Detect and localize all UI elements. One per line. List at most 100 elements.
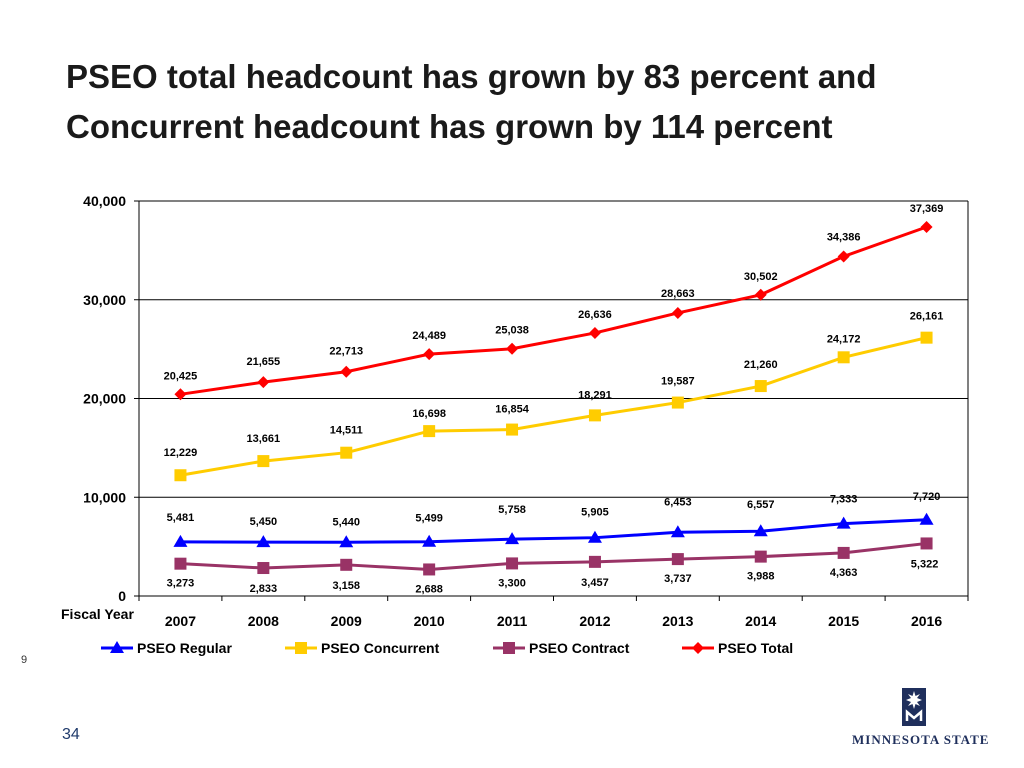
pseo-concurrent-marker	[754, 380, 767, 393]
pseo-total-marker	[506, 342, 519, 355]
pseo-concurrent-marker	[340, 446, 353, 459]
pseo-concurrent-marker	[920, 331, 933, 344]
pseo-total-marker	[837, 250, 850, 263]
legend-label-pseo-regular: PSEO Regular	[137, 640, 232, 656]
pseo-regular-data-label: 6,557	[747, 499, 775, 511]
pseo-regular-marker	[339, 535, 354, 548]
pseo-total-data-label: 30,502	[744, 271, 778, 283]
x-tick-label: 2008	[248, 613, 279, 629]
y-tick-label: 0	[118, 588, 126, 604]
pseo-concurrent-data-label: 16,698	[412, 408, 446, 420]
pseo-concurrent-marker	[174, 469, 187, 482]
x-tick-label: 2009	[331, 613, 362, 629]
legend-marker-pseo-contract	[503, 642, 515, 654]
x-axis-title: Fiscal Year	[61, 606, 134, 622]
pseo-contract-data-label: 4,363	[830, 567, 858, 579]
x-tick-label: 2014	[745, 613, 776, 629]
slide-title: PSEO total headcount has grown by 83 per…	[66, 52, 966, 152]
pseo-contract-data-label: 3,457	[581, 577, 609, 589]
y-tick-label: 20,000	[83, 391, 126, 407]
pseo-regular-data-label: 5,450	[250, 516, 278, 528]
pseo-contract-marker	[920, 537, 933, 550]
pseo-concurrent-marker	[671, 396, 684, 409]
pseo-concurrent-marker	[506, 423, 519, 436]
pseo-contract-data-label: 5,322	[911, 558, 939, 570]
pseo-regular-marker	[836, 516, 851, 529]
pseo-regular-data-label: 7,720	[913, 491, 941, 503]
minnesota-state-logo: MINNESOTA STATE	[852, 688, 990, 748]
legend-marker-pseo-total	[692, 642, 704, 654]
pseo-contract-marker	[257, 562, 270, 575]
pseo-concurrent-line	[180, 336, 927, 477]
page-number: 34	[62, 726, 80, 743]
x-tick-label: 2015	[828, 613, 859, 629]
x-tick-label: 2016	[911, 613, 942, 629]
pseo-regular-marker	[753, 524, 768, 537]
pseo-regular-data-label: 7,333	[830, 494, 858, 506]
pseo-concurrent-marker	[423, 425, 436, 438]
pseo-contract-data-label: 3,273	[167, 578, 195, 590]
x-tick-label: 2012	[579, 613, 610, 629]
pseo-contract-data-label: 3,158	[332, 580, 360, 592]
pseo-contract-data-label: 3,988	[747, 571, 775, 583]
x-tick-label: 2011	[497, 613, 528, 629]
pseo-total-data-label: 22,713	[329, 346, 363, 358]
x-tick-label: 2007	[165, 613, 196, 629]
pseo-regular-marker	[173, 534, 188, 547]
pseo-contract-marker	[423, 563, 436, 576]
legend-label-pseo-contract: PSEO Contract	[529, 640, 630, 656]
pseo-regular-data-label: 6,453	[664, 496, 692, 508]
pseo-contract-marker	[588, 555, 601, 568]
legend-marker-pseo-regular	[110, 641, 124, 653]
pseo-total-data-label: 37,369	[910, 203, 944, 215]
y-tick-label: 40,000	[83, 193, 126, 209]
pseo-concurrent-data-label: 13,661	[247, 433, 281, 445]
pseo-concurrent-data-label: 21,260	[744, 359, 778, 371]
pseo-total-data-label: 26,636	[578, 309, 612, 321]
pseo-regular-data-label: 5,758	[498, 504, 526, 516]
pseo-contract-marker	[506, 557, 519, 570]
pseo-contract-marker	[837, 546, 850, 559]
pseo-regular-marker	[670, 525, 685, 538]
title-line-1: PSEO total headcount has grown by 83 per…	[66, 58, 877, 95]
pseo-total-line	[180, 225, 928, 396]
pseo-contract-marker	[174, 557, 187, 570]
pseo-total-marker	[671, 306, 684, 319]
y-tick-label: 10,000	[83, 489, 126, 505]
pseo-contract-marker	[671, 553, 684, 566]
pseo-concurrent-data-label: 12,229	[164, 447, 198, 459]
pseo-contract-marker	[754, 550, 767, 563]
pseo-concurrent-data-label: 14,511	[330, 425, 363, 437]
pseo-contract-data-label: 2,688	[415, 583, 443, 595]
pseo-contract-data-label: 2,833	[250, 583, 278, 595]
pseo-concurrent-data-label: 16,854	[495, 404, 530, 416]
pseo-total-data-label: 21,655	[247, 356, 281, 368]
pseo-regular-marker	[587, 530, 602, 543]
pseo-total-marker	[257, 376, 270, 389]
pseo-concurrent-data-label: 18,291	[578, 389, 612, 401]
pseo-regular-line	[180, 518, 927, 544]
pseo-regular-data-label: 5,440	[332, 516, 360, 528]
pseo-contract-data-label: 3,300	[498, 577, 526, 589]
pseo-concurrent-marker	[837, 351, 850, 364]
pseo-regular-marker	[919, 512, 934, 525]
pseo-total-marker	[340, 365, 353, 378]
pseo-regular-data-label: 5,905	[581, 507, 609, 519]
pseo-regular-data-label: 5,499	[415, 513, 443, 525]
pseo-concurrent-data-label: 19,587	[661, 376, 695, 388]
logo-text: MINNESOTA STATE	[852, 732, 990, 747]
y-tick-label: 30,000	[83, 292, 126, 308]
pseo-total-data-label: 20,425	[164, 370, 198, 382]
pseo-concurrent-marker	[588, 409, 601, 422]
pseo-total-marker	[423, 348, 436, 361]
legend-label-pseo-concurrent: PSEO Concurrent	[321, 640, 440, 656]
pseo-regular-marker	[505, 532, 520, 545]
pseo-regular-data-label: 5,481	[167, 512, 195, 524]
pseo-total-data-label: 34,386	[827, 231, 861, 243]
pseo-contract-marker	[340, 558, 353, 571]
x-tick-label: 2010	[414, 613, 445, 629]
pseo-concurrent-data-label: 26,161	[910, 311, 944, 323]
pseo-regular-marker	[256, 535, 271, 548]
pseo-contract-line	[180, 541, 927, 571]
